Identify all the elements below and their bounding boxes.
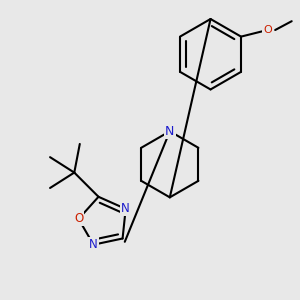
Text: N: N xyxy=(89,238,98,251)
Text: N: N xyxy=(121,202,130,215)
Text: N: N xyxy=(165,125,175,138)
Text: O: O xyxy=(263,25,272,35)
Text: O: O xyxy=(74,212,83,225)
